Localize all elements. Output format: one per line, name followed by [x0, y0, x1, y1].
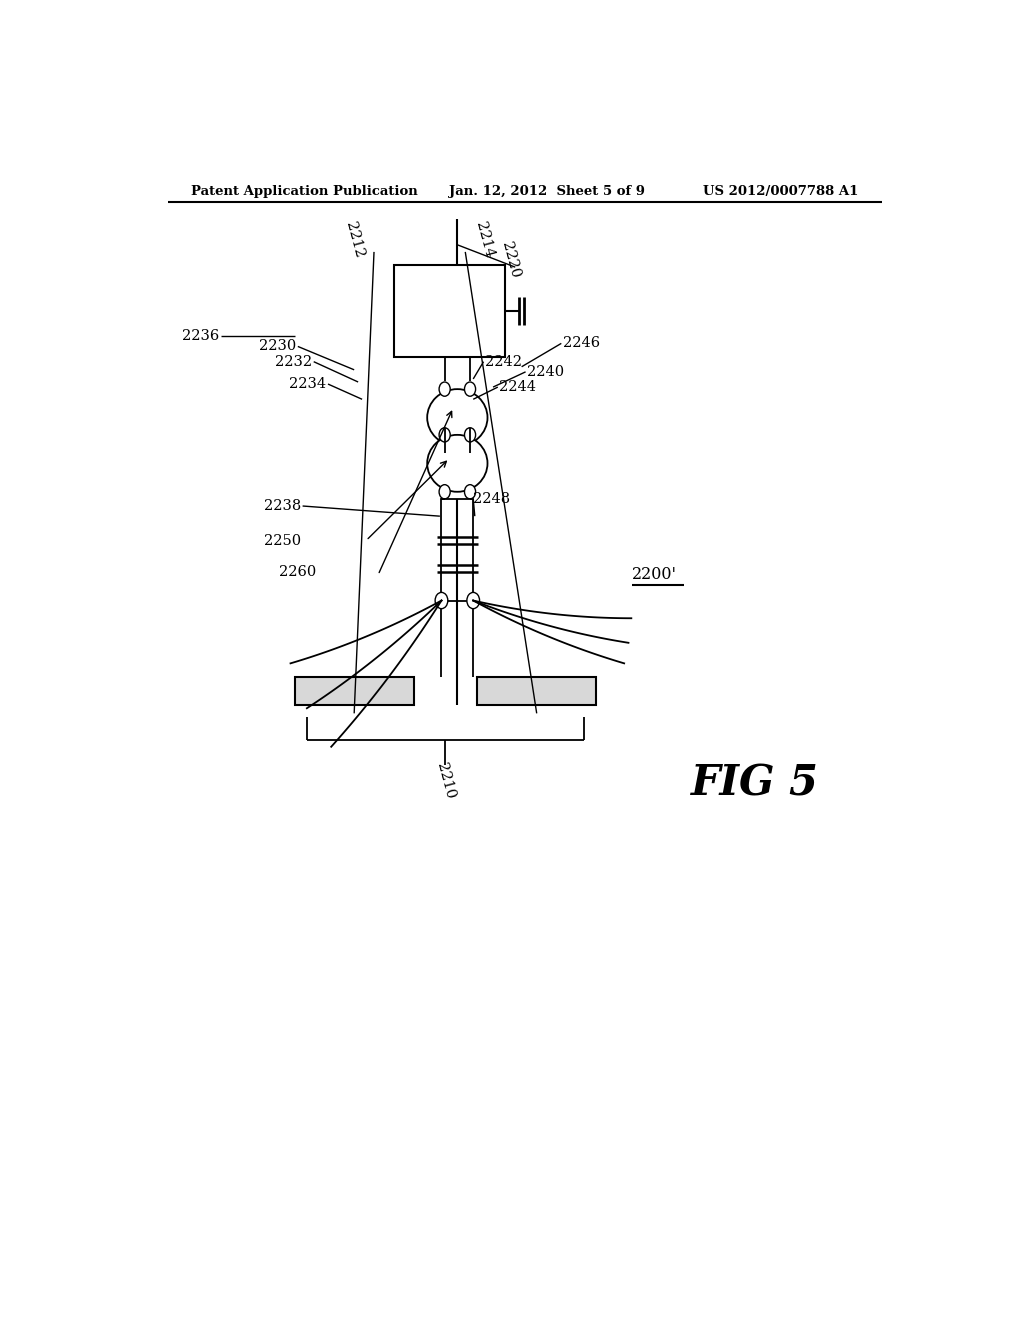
- Text: Patent Application Publication: Patent Application Publication: [191, 185, 418, 198]
- Text: 2220: 2220: [500, 240, 522, 280]
- Text: 2230: 2230: [259, 339, 296, 354]
- Text: 2246: 2246: [563, 337, 600, 350]
- Bar: [295, 677, 414, 705]
- Circle shape: [439, 440, 451, 453]
- Text: 2240: 2240: [527, 364, 564, 379]
- Text: 2232: 2232: [275, 355, 312, 368]
- Text: 2242: 2242: [485, 355, 522, 368]
- Text: US 2012/0007788 A1: US 2012/0007788 A1: [703, 185, 859, 198]
- Bar: [394, 265, 505, 356]
- Bar: [441, 499, 473, 601]
- Text: 2236: 2236: [182, 329, 219, 343]
- Bar: [477, 677, 596, 705]
- Circle shape: [465, 440, 475, 453]
- Text: 2210: 2210: [434, 760, 457, 800]
- Text: 2234: 2234: [289, 378, 327, 391]
- Circle shape: [465, 484, 475, 499]
- Text: Jan. 12, 2012  Sheet 5 of 9: Jan. 12, 2012 Sheet 5 of 9: [450, 185, 645, 198]
- Text: FIG 5: FIG 5: [691, 763, 819, 804]
- Ellipse shape: [427, 434, 487, 492]
- Circle shape: [439, 381, 451, 396]
- Text: 2238: 2238: [264, 499, 301, 513]
- Text: 2250: 2250: [264, 533, 301, 548]
- Circle shape: [435, 593, 447, 609]
- Circle shape: [467, 593, 479, 609]
- Text: 2260: 2260: [279, 565, 316, 579]
- Circle shape: [465, 381, 475, 396]
- Circle shape: [465, 428, 475, 442]
- Circle shape: [439, 428, 451, 442]
- Text: 2214: 2214: [473, 220, 497, 259]
- Text: 2248: 2248: [473, 492, 510, 506]
- Ellipse shape: [427, 389, 487, 446]
- Text: 2212: 2212: [343, 220, 367, 259]
- Text: 2244: 2244: [500, 380, 537, 395]
- Text: 2200': 2200': [632, 566, 677, 583]
- Circle shape: [439, 484, 451, 499]
